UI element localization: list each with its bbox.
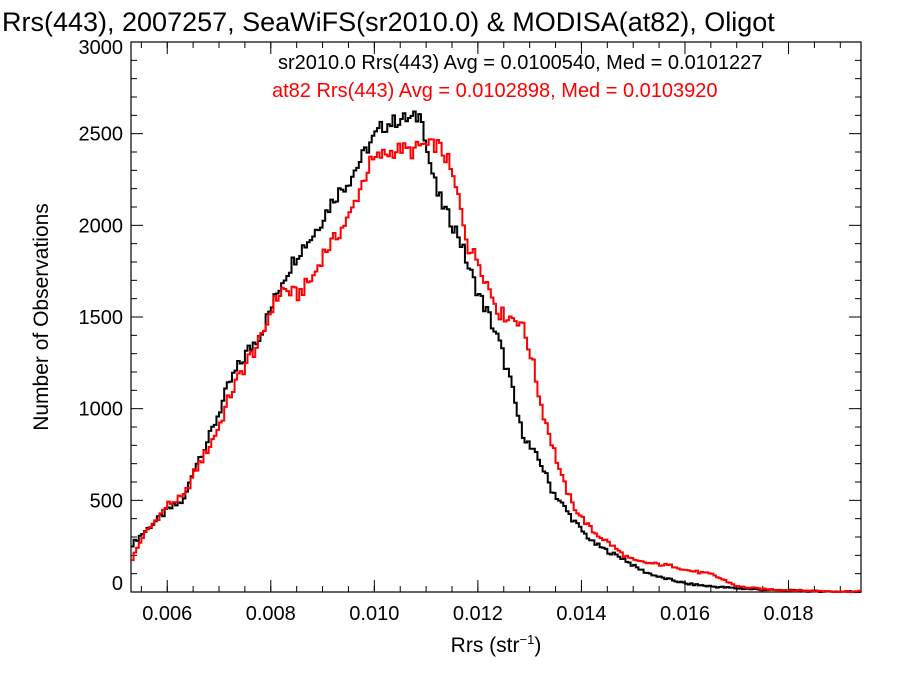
- x-tick-label: 0.006: [142, 603, 192, 625]
- x-tick-label: 0.008: [246, 603, 296, 625]
- x-axis-label-superscript: −1: [520, 632, 535, 647]
- x-axis-label: Rrs (str−1): [451, 632, 542, 657]
- plot-frame: [130, 41, 862, 593]
- y-tick-label: 500: [90, 490, 123, 512]
- y-tick-label: 0: [112, 573, 123, 595]
- y-tick-label: 3000: [79, 37, 124, 59]
- series-line-1: [131, 138, 861, 593]
- x-axis-label-main: Rrs (str: [451, 634, 520, 657]
- x-axis-label-close: ): [534, 634, 541, 657]
- y-axis-label: Number of Observations: [30, 203, 53, 431]
- series-layer: [131, 110, 861, 593]
- annotation-black: sr2010.0 Rrs(443) Avg = 0.0100540, Med =…: [278, 52, 762, 74]
- chart-title: Rrs(443), 2007257, SeaWiFS(sr2010.0) & M…: [2, 7, 775, 37]
- x-tick-label: 0.014: [556, 603, 606, 625]
- y-tick-label: 2000: [79, 215, 124, 237]
- x-tick-label: 0.012: [453, 603, 503, 625]
- y-tick-label: 2500: [79, 124, 124, 146]
- annotation-red: at82 Rrs(443) Avg = 0.0102898, Med = 0.0…: [272, 80, 718, 102]
- x-tick-label: 0.010: [349, 603, 399, 625]
- series-line-0: [131, 110, 861, 593]
- y-tick-label: 1000: [79, 399, 124, 421]
- axis-ticks: 0.006 0.008 0.010 0.012 0.014 0.016 0.018 0 500 1…: [79, 37, 861, 625]
- y-tick-label: 1500: [79, 307, 124, 329]
- x-tick-label: 0.018: [763, 603, 813, 625]
- x-tick-label: 0.016: [660, 603, 710, 625]
